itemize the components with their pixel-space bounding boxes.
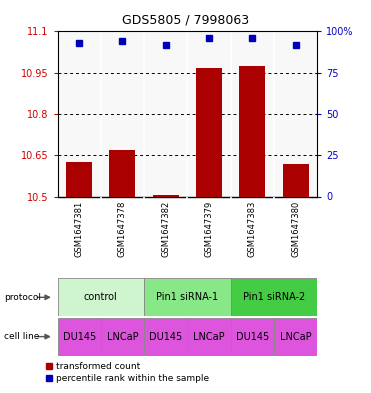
Text: DU145: DU145	[236, 332, 269, 342]
Text: GSM1647378: GSM1647378	[118, 200, 127, 257]
Text: GSM1647381: GSM1647381	[75, 200, 83, 257]
Bar	[231, 318, 274, 356]
Text: Pin1 siRNA-2: Pin1 siRNA-2	[243, 292, 305, 302]
Text: protocol: protocol	[4, 293, 41, 302]
Bar	[231, 278, 317, 316]
Bar	[66, 162, 92, 196]
Bar	[196, 68, 222, 196]
Text: LNCaP: LNCaP	[106, 332, 138, 342]
Bar	[144, 318, 187, 356]
Text: cell line: cell line	[4, 332, 39, 341]
Bar	[274, 318, 317, 356]
Text: GSM1647383: GSM1647383	[248, 200, 257, 257]
Bar	[58, 278, 144, 316]
Text: control: control	[84, 292, 118, 302]
Bar	[144, 278, 231, 316]
Bar	[283, 164, 309, 196]
Bar	[101, 318, 144, 356]
Text: GSM1647380: GSM1647380	[291, 200, 300, 257]
Bar	[153, 195, 179, 196]
Text: Pin1 siRNA-1: Pin1 siRNA-1	[156, 292, 219, 302]
Text: GSM1647382: GSM1647382	[161, 200, 170, 257]
Bar	[187, 318, 231, 356]
Bar	[239, 66, 265, 196]
Text: DU145: DU145	[149, 332, 182, 342]
Legend: transformed count, percentile rank within the sample: transformed count, percentile rank withi…	[42, 358, 213, 387]
Text: DU145: DU145	[63, 332, 96, 342]
Bar	[58, 318, 101, 356]
Bar	[109, 150, 135, 196]
Text: GDS5805 / 7998063: GDS5805 / 7998063	[122, 14, 249, 27]
Text: GSM1647379: GSM1647379	[204, 200, 213, 257]
Text: LNCaP: LNCaP	[193, 332, 225, 342]
Text: LNCaP: LNCaP	[280, 332, 311, 342]
